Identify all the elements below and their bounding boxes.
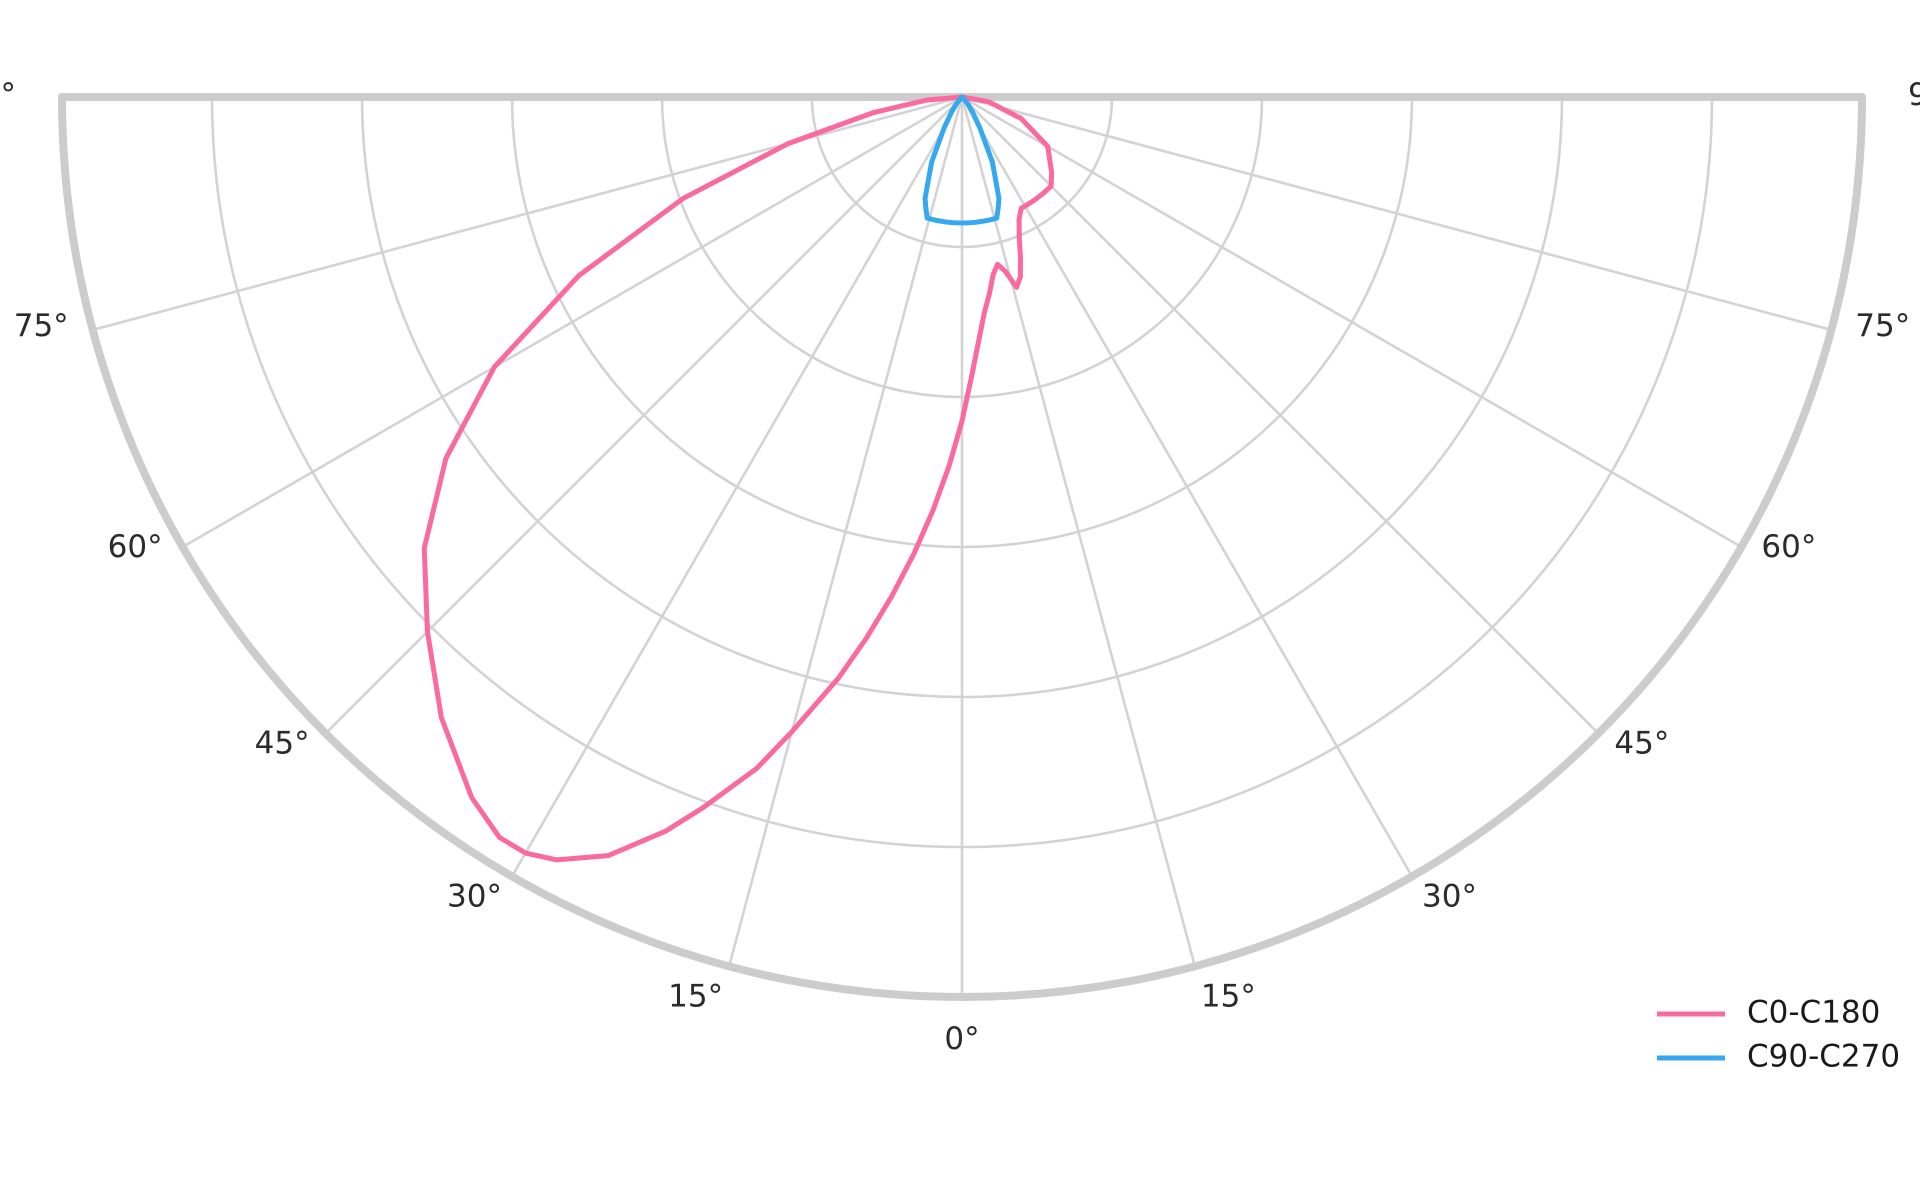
legend: C0-C180 C90-C270 [1657, 995, 1900, 1075]
angle-label-left-45: 45° [255, 725, 310, 761]
angular-grid-spokes [91, 95, 1833, 999]
angle-label-left-30: 30° [447, 878, 502, 914]
angle-label-left-75: 75° [14, 308, 69, 344]
series-layer [421, 94, 1055, 863]
angle-label-right-15: 15° [1201, 978, 1256, 1014]
angle-label-left-90: 90° [0, 77, 16, 113]
angle-label-center-0: 0° [944, 1021, 979, 1057]
grid-spoke [181, 95, 964, 549]
angle-label-left-60: 60° [108, 529, 163, 565]
legend-label-c0-c180[interactable]: C0-C180 [1747, 995, 1880, 1031]
angle-label-right-75: 75° [1855, 308, 1910, 344]
outer-arc [58, 93, 1866, 1001]
angle-label-right-60: 60° [1761, 529, 1816, 565]
grid-spoke [91, 95, 964, 332]
grid-spoke [510, 95, 964, 878]
grid-spoke [960, 95, 1833, 332]
grid-spoke [960, 95, 1414, 878]
legend-label-c90-c270[interactable]: C90-C270 [1747, 1039, 1900, 1075]
grid-spoke [727, 95, 964, 968]
grid-spoke [960, 95, 1197, 968]
grid-spoke [960, 95, 1600, 735]
grid-spoke [324, 95, 964, 735]
grid-spoke [960, 95, 1743, 549]
angle-label-left-15: 15° [668, 978, 723, 1014]
series-curve-c0-c180 [421, 94, 1055, 863]
series-curve-c90-c270 [922, 94, 1002, 226]
angle-label-right-45: 45° [1614, 725, 1669, 761]
angle-tick-labels: 90° 75° 60° 45° 30° 15° 0° 15° 30° 45° 60° 75° 90° [0, 77, 1920, 1057]
angle-label-right-90: 90° [1908, 77, 1920, 113]
angle-label-right-30: 30° [1422, 878, 1477, 914]
